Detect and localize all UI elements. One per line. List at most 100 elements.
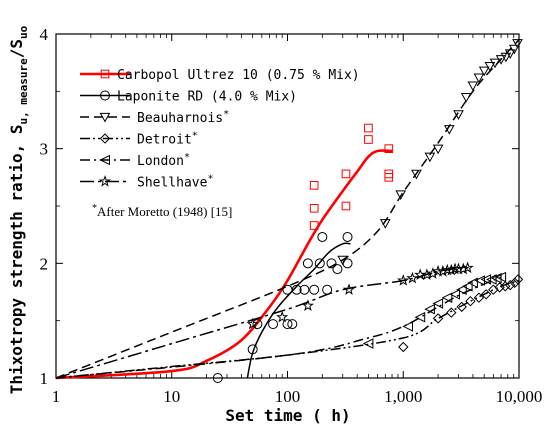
data-point: [341, 169, 351, 179]
data-point: [473, 292, 485, 303]
data-point: [402, 321, 413, 332]
data-point: [443, 125, 455, 135]
data-point: [432, 144, 444, 155]
data-point: [414, 311, 426, 323]
legend-marker: [99, 154, 110, 166]
data-point: [309, 221, 319, 230]
series-2: [55, 39, 523, 379]
data-point: [446, 307, 457, 318]
data-point: [406, 271, 419, 284]
data-point: [461, 280, 473, 292]
data-point: [302, 258, 313, 269]
data-point: [508, 44, 520, 55]
data-point: [424, 152, 436, 163]
data-point: [395, 190, 407, 201]
data-point: [342, 283, 356, 295]
x-tick-label: 10: [163, 387, 180, 406]
data-point: [457, 262, 470, 275]
data-point: [424, 303, 435, 315]
data-point: [342, 258, 353, 269]
x-tick-label: 1: [52, 387, 61, 406]
data-point: [398, 341, 409, 353]
data-point: [342, 231, 353, 242]
footnote: *After Moretto (1948) [15]: [92, 203, 232, 219]
series-0: [55, 123, 394, 380]
data-point: [512, 274, 524, 285]
data-point: [500, 52, 512, 63]
data-point: [478, 66, 490, 77]
data-point: [411, 169, 422, 180]
data-point: [495, 271, 507, 283]
y-tick-label: 2: [40, 254, 49, 273]
data-point: [441, 292, 453, 304]
data-point: [282, 284, 293, 295]
series-5: [55, 261, 474, 379]
data-point: [504, 49, 516, 60]
data-point: [384, 144, 394, 153]
data-point: [460, 93, 472, 103]
data-point: [504, 279, 516, 291]
data-point: [484, 62, 496, 72]
x-tick-label: 10,000: [496, 387, 543, 406]
legend-label: Laponite RD (4.0 % Mix): [117, 90, 297, 105]
data-point: [309, 284, 320, 295]
legend-label: Detroit*: [137, 131, 198, 148]
data-point: [453, 110, 464, 120]
data-point: [341, 201, 351, 211]
data-point: [465, 295, 476, 307]
x-axis-title: Set time ( h): [225, 406, 350, 425]
data-point: [490, 272, 502, 284]
data-point: [495, 55, 507, 65]
legend: Carbopol Ultrez 10 (0.75 % Mix) Laponite …: [80, 68, 360, 191]
data-point: [362, 338, 374, 349]
data-point: [461, 261, 474, 274]
data-point: [384, 173, 394, 182]
data-point: [489, 58, 501, 69]
data-point: [268, 319, 279, 330]
legend-marker: [100, 69, 110, 79]
x-tick-label: 1,000: [384, 387, 422, 406]
data-point: [332, 264, 343, 275]
y-tick-label: 1: [40, 369, 49, 388]
data-point: [473, 73, 485, 84]
data-point: [282, 319, 293, 330]
data-point: [512, 39, 523, 49]
data-point: [314, 258, 325, 269]
data-point: [287, 319, 298, 330]
data-point: [432, 313, 444, 324]
axes: 1 10 100 1,000 10,000 1 2 3 4: [40, 25, 543, 406]
series-layer: [55, 39, 524, 383]
data-point: [509, 277, 521, 289]
data-point: [480, 274, 492, 285]
data-point: [337, 255, 349, 266]
series-line: [246, 242, 351, 379]
series-3: [55, 274, 524, 379]
data-point: [364, 123, 373, 133]
legend-label: Carbopol Ultrez 10 (0.75 % Mix): [117, 68, 360, 83]
y-tick-label: 4: [40, 25, 49, 44]
data-point: [441, 263, 454, 276]
data-point: [309, 203, 319, 213]
data-point: [436, 264, 449, 277]
data-point: [432, 298, 444, 309]
data-point: [252, 319, 263, 330]
data-point: [212, 373, 223, 383]
series-line: [55, 276, 502, 379]
x-tick-label: 100: [275, 387, 301, 406]
data-point: [456, 284, 467, 296]
data-point: [456, 301, 467, 313]
data-point: [397, 274, 410, 286]
y-axis-title: Thixotropy strength ratio, Su, measure/S…: [7, 25, 30, 394]
data-point: [379, 219, 391, 229]
series-line: [55, 279, 520, 379]
data-point: [247, 344, 258, 355]
data-point: [449, 288, 460, 300]
data-point: [485, 274, 497, 285]
data-point: [317, 231, 328, 242]
data-point: [246, 317, 259, 330]
data-point: [309, 181, 319, 190]
data-point: [480, 289, 492, 300]
legend-label: Beauharnois*: [137, 109, 229, 126]
data-point: [494, 282, 505, 293]
data-point: [301, 299, 314, 312]
